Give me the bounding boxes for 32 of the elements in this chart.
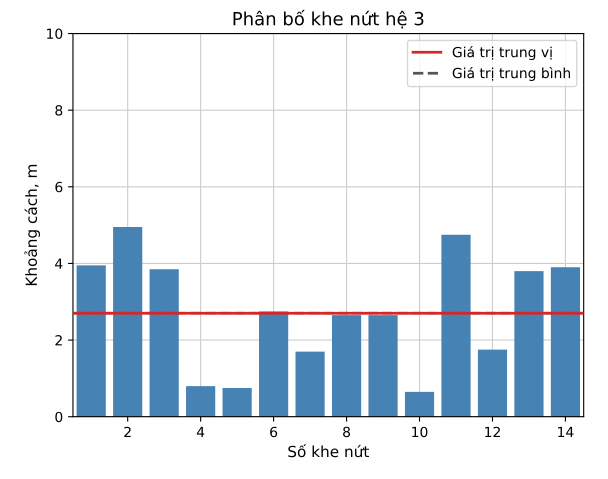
bar bbox=[441, 234, 471, 417]
bar bbox=[186, 386, 216, 417]
x-tick-label: 6 bbox=[270, 426, 278, 438]
y-tick-label: 4 bbox=[55, 258, 62, 269]
bar bbox=[259, 311, 288, 417]
x-tick-label: 4 bbox=[196, 426, 204, 438]
x-tick-label: 14 bbox=[558, 426, 574, 438]
y-tick-label: 2 bbox=[55, 335, 62, 346]
y-tick-label: 6 bbox=[55, 182, 62, 192]
bar bbox=[332, 315, 362, 417]
x-tick-label: 8 bbox=[343, 426, 350, 438]
chart-title: Phân bố khe nứt hệ 3 bbox=[234, 10, 424, 29]
bar bbox=[550, 267, 580, 417]
bar bbox=[478, 350, 508, 417]
y-tick-label: 10 bbox=[47, 28, 62, 40]
bar bbox=[150, 269, 179, 417]
x-tick-label: 2 bbox=[124, 426, 131, 438]
bar bbox=[295, 352, 325, 417]
bar bbox=[514, 271, 544, 417]
y-tick-label: 0 bbox=[55, 412, 62, 422]
bar bbox=[113, 227, 142, 417]
bar bbox=[368, 315, 398, 417]
legend-label: Giá trị trung bình bbox=[452, 66, 570, 81]
y-tick-label: 8 bbox=[55, 105, 62, 116]
bar bbox=[76, 265, 106, 417]
x-axis-title: Số khe nứt bbox=[288, 444, 369, 458]
bar bbox=[404, 392, 434, 417]
x-tick-label: 12 bbox=[485, 426, 500, 438]
y-axis-title: Khoảng cách, m bbox=[24, 164, 40, 286]
x-tick-label: 10 bbox=[412, 426, 428, 438]
bar bbox=[222, 388, 252, 417]
legend-label: Giá trị trung vị bbox=[452, 46, 552, 60]
